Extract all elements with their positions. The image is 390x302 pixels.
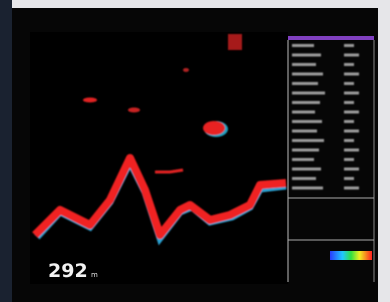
panel-row-label [292,92,325,95]
panel-row-label [292,101,320,104]
panel-row-value [344,158,354,161]
panel-row-label [292,82,318,85]
panel-row-value [344,177,354,180]
device-edge [0,0,12,302]
color-scale [330,251,372,260]
panel-row-label [292,177,316,180]
panel-row-value [344,120,354,123]
panel-row-value [344,82,354,85]
fish-school [203,121,225,135]
panel-row-label [292,139,324,142]
panel-row-value [344,149,359,152]
fish-echo [83,98,97,103]
page: {"depth": {"value": "292", "unit": "m"}} [0,0,390,302]
panel-row-label [292,120,322,123]
panel-row-value [344,139,354,142]
panel-row-value [344,63,354,66]
panel-row-label [292,149,319,152]
depth-unit: m [91,271,98,279]
panel-row-value [344,168,359,171]
panel-row-value [344,111,359,114]
panel-row-label [292,130,317,133]
panel-header-bar [288,36,374,40]
panel-row-label [292,73,323,76]
panel-row-value [344,92,359,95]
panel-row-label [292,187,323,190]
panel-row-value [344,73,359,76]
panel-row-label [292,44,314,47]
fish-finder-photo: 292 m [0,0,390,302]
panel-row-label [292,54,321,57]
fish-echo [128,108,140,113]
panel-row-value [344,101,354,104]
surface-noise [228,34,242,50]
depth-value: 292 [48,260,88,282]
panel-row-label [292,111,315,114]
echo-display [30,32,288,284]
panel-row-label [292,158,314,161]
panel-row-value [344,187,359,190]
panel-row-label [292,168,321,171]
panel-row-label [292,63,316,66]
panel-row-value [344,54,359,57]
fish-echo [183,68,189,72]
panel-row-value [344,44,354,47]
panel-row-value [344,130,359,133]
